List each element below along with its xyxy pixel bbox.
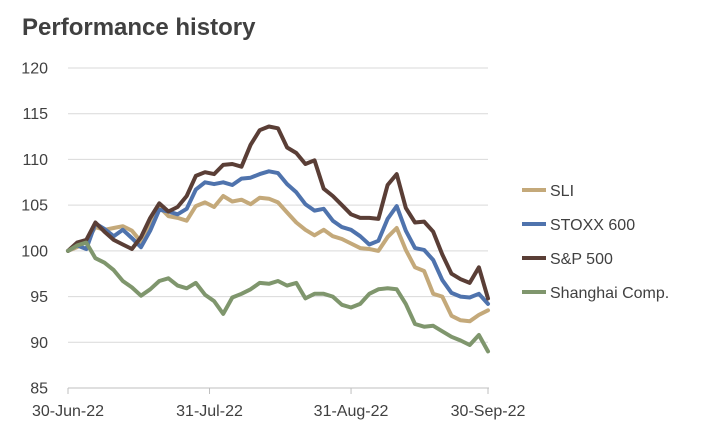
legend: SLI STOXX 600 S&P 500 Shanghai Comp. [522,183,669,302]
legend-label: Shanghai Comp. [550,285,669,302]
y-tick-label: 105 [21,198,48,215]
legend-label: STOXX 600 [550,217,635,234]
x-axis: 30-Jun-22 31-Jul-22 31-Aug-22 30-Sep-22 [32,387,526,420]
y-tick-label: 110 [22,152,48,169]
chart-title: Performance history [22,14,256,41]
series-line-1 [66,169,490,306]
x-tick-label: 31-Jul-22 [176,403,243,420]
x-tick-label: 30-Jun-22 [32,403,104,420]
y-tick-label: 95 [30,289,48,306]
series-line-0 [66,194,490,324]
y-tick-label: 85 [30,381,48,398]
series-line-3 [66,240,490,354]
x-tick-label: 30-Sep-22 [451,403,526,420]
series-lines [66,124,490,354]
x-tick-label: 31-Aug-22 [314,403,389,420]
legend-label: SLI [550,183,574,200]
series-line-2 [66,124,490,301]
y-axis-ticks: 85 90 95 100 105 110 115 120 [21,61,48,398]
y-tick-label: 120 [21,61,48,78]
y-tick-label: 115 [22,106,48,123]
y-tick-label: 90 [30,335,48,352]
y-tick-label: 100 [21,243,48,260]
legend-label: S&P 500 [550,251,613,268]
gridlines [68,67,488,343]
